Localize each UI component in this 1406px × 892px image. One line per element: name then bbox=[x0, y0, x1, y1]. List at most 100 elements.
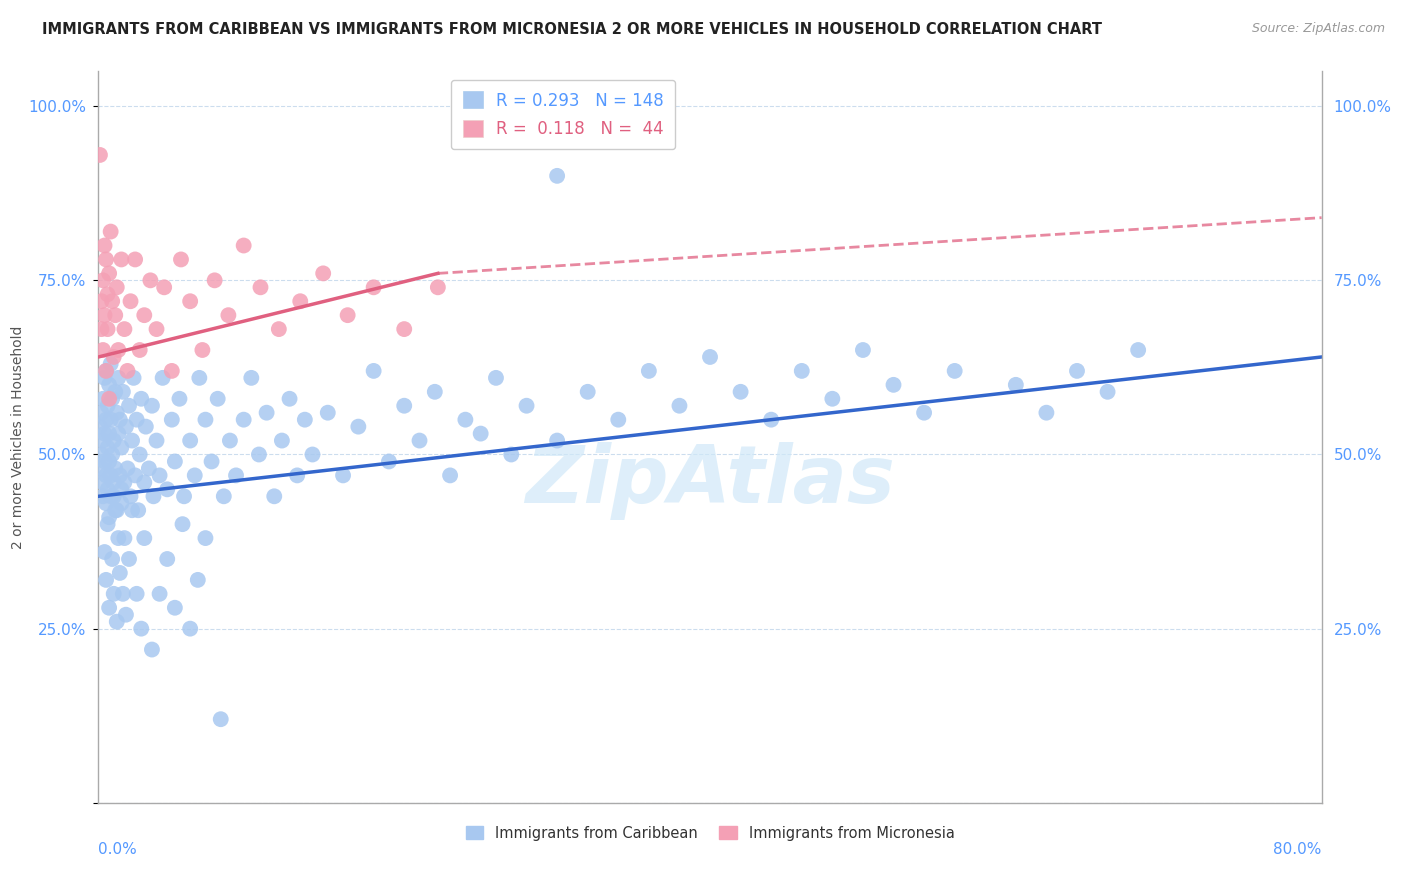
Point bbox=[232, 238, 254, 252]
Point bbox=[107, 426, 129, 441]
Point bbox=[141, 399, 163, 413]
Point bbox=[101, 448, 124, 462]
Point bbox=[97, 483, 120, 497]
Point bbox=[105, 503, 128, 517]
Point bbox=[312, 266, 335, 280]
Point bbox=[89, 148, 111, 162]
Point bbox=[212, 489, 235, 503]
Point bbox=[153, 280, 176, 294]
Point bbox=[103, 434, 125, 448]
Point bbox=[163, 600, 186, 615]
Point bbox=[332, 468, 354, 483]
Point bbox=[110, 441, 132, 455]
Point bbox=[129, 622, 152, 636]
Point bbox=[112, 475, 135, 490]
Point bbox=[115, 419, 138, 434]
Point bbox=[97, 441, 120, 455]
Point bbox=[100, 357, 122, 371]
Text: IMMIGRANTS FROM CARIBBEAN VS IMMIGRANTS FROM MICRONESIA 2 OR MORE VEHICLES IN HO: IMMIGRANTS FROM CARIBBEAN VS IMMIGRANTS … bbox=[42, 22, 1102, 37]
Point bbox=[97, 287, 120, 301]
Point bbox=[108, 412, 131, 426]
Point bbox=[134, 308, 156, 322]
Point bbox=[98, 392, 121, 406]
Point bbox=[98, 600, 121, 615]
Point bbox=[91, 392, 114, 406]
Point bbox=[120, 294, 142, 309]
Point bbox=[91, 273, 114, 287]
Point bbox=[225, 468, 247, 483]
Point bbox=[93, 426, 115, 441]
Point bbox=[98, 426, 121, 441]
Point bbox=[112, 531, 135, 545]
Point bbox=[97, 517, 120, 532]
Point bbox=[179, 622, 201, 636]
Point bbox=[93, 371, 115, 385]
Point bbox=[104, 461, 127, 475]
Point bbox=[105, 280, 128, 294]
Point bbox=[363, 280, 385, 294]
Point bbox=[232, 412, 254, 426]
Point bbox=[104, 384, 127, 399]
Point bbox=[256, 406, 278, 420]
Point bbox=[546, 434, 568, 448]
Point bbox=[1097, 384, 1119, 399]
Point bbox=[290, 294, 312, 309]
Point bbox=[1035, 406, 1057, 420]
Point bbox=[392, 399, 416, 413]
Point bbox=[278, 392, 301, 406]
Point bbox=[156, 483, 179, 497]
Point bbox=[134, 531, 156, 545]
Point bbox=[94, 364, 117, 378]
Point bbox=[90, 406, 112, 420]
Point bbox=[97, 322, 120, 336]
Point bbox=[127, 503, 149, 517]
Point bbox=[124, 252, 146, 267]
Point bbox=[194, 531, 217, 545]
Text: Source: ZipAtlas.com: Source: ZipAtlas.com bbox=[1251, 22, 1385, 36]
Point bbox=[249, 280, 271, 294]
Point bbox=[94, 412, 117, 426]
Text: 0.0%: 0.0% bbox=[98, 842, 138, 856]
Point bbox=[103, 489, 125, 503]
Point bbox=[392, 322, 416, 336]
Point bbox=[94, 252, 117, 267]
Point bbox=[516, 399, 538, 413]
Point bbox=[267, 322, 290, 336]
Point bbox=[179, 434, 201, 448]
Legend: Immigrants from Caribbean, Immigrants from Micronesia: Immigrants from Caribbean, Immigrants fr… bbox=[460, 820, 960, 847]
Point bbox=[439, 468, 461, 483]
Point bbox=[101, 552, 124, 566]
Point bbox=[111, 587, 134, 601]
Point bbox=[100, 468, 122, 483]
Point bbox=[117, 461, 139, 475]
Point bbox=[104, 503, 127, 517]
Text: 80.0%: 80.0% bbox=[1274, 842, 1322, 856]
Point bbox=[209, 712, 232, 726]
Point bbox=[111, 384, 134, 399]
Point bbox=[128, 448, 150, 462]
Point bbox=[94, 496, 117, 510]
Point bbox=[142, 489, 165, 503]
Point bbox=[91, 475, 114, 490]
Point bbox=[107, 343, 129, 357]
Point bbox=[98, 266, 121, 280]
Point bbox=[103, 350, 125, 364]
Point bbox=[1128, 343, 1150, 357]
Point bbox=[240, 371, 263, 385]
Point bbox=[103, 475, 125, 490]
Point bbox=[160, 364, 183, 378]
Point bbox=[125, 587, 148, 601]
Point bbox=[91, 434, 114, 448]
Point bbox=[270, 434, 292, 448]
Point bbox=[98, 510, 121, 524]
Point bbox=[204, 273, 226, 287]
Point bbox=[110, 496, 132, 510]
Point bbox=[105, 406, 128, 420]
Point bbox=[316, 406, 339, 420]
Point bbox=[90, 294, 112, 309]
Point bbox=[90, 461, 112, 475]
Point bbox=[149, 587, 172, 601]
Point bbox=[90, 448, 112, 462]
Point bbox=[120, 489, 142, 503]
Point bbox=[98, 454, 121, 468]
